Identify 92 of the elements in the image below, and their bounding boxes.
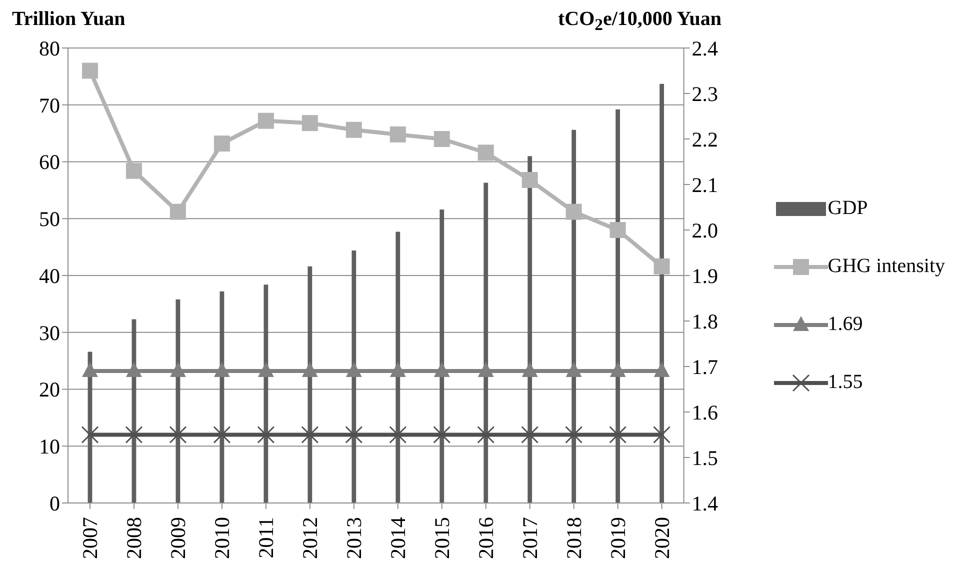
x-tick-label: 2016: [474, 517, 498, 559]
legend-label: GDP: [828, 197, 868, 220]
point: [654, 258, 670, 274]
point: [478, 144, 494, 161]
point: [170, 204, 186, 220]
x-tick-label: 2018: [562, 517, 586, 559]
x-tick-label: 2011: [254, 517, 278, 558]
y-tick-label: 10: [39, 434, 60, 459]
point: [213, 426, 231, 444]
point: [433, 426, 451, 444]
point: [653, 426, 671, 444]
point: [566, 204, 582, 220]
y-tick-label: 80: [39, 36, 60, 60]
y-tick-label: 0: [50, 491, 60, 516]
y-tick-label: 50: [39, 207, 60, 232]
point: [522, 172, 538, 188]
y-tick-label: 70: [39, 93, 60, 118]
y-tick-label: 40: [39, 264, 60, 288]
point: [434, 131, 450, 147]
point: [125, 426, 143, 444]
x-tick-label: 2015: [430, 517, 454, 559]
x-tick-label: 2019: [606, 517, 630, 559]
point: [390, 126, 406, 142]
point: [302, 115, 318, 132]
point: [610, 362, 626, 378]
point: [257, 426, 275, 444]
x-tick-label: 2008: [122, 517, 146, 559]
bar: [264, 284, 268, 503]
x-tick-label: 2013: [342, 517, 366, 559]
bar: [396, 232, 400, 503]
bar: [308, 266, 312, 503]
y2-tick-label: 2.2: [692, 127, 718, 152]
y2-tick-label: 1.4: [692, 491, 719, 516]
bar: [352, 250, 356, 503]
point: [477, 426, 495, 444]
point: [565, 426, 583, 444]
point: [346, 122, 362, 138]
point: [609, 426, 627, 444]
point: [170, 362, 186, 378]
y-tick-label: 20: [39, 378, 60, 402]
point: [390, 362, 406, 378]
point: [82, 62, 98, 79]
x-tick-label: 2007: [78, 517, 102, 559]
y-tick-label: 30: [39, 320, 60, 345]
point: [434, 362, 450, 378]
y2-tick-label: 2.3: [692, 82, 718, 106]
point: [258, 112, 274, 129]
bar: [220, 291, 224, 503]
point: [126, 362, 142, 378]
y2-tick-label: 1.9: [692, 264, 718, 288]
point: [566, 362, 582, 378]
point: [478, 362, 494, 378]
x-tick-label: 2017: [518, 517, 542, 559]
bar: [440, 210, 444, 503]
y-axis-title: Trillion Yuan: [12, 8, 126, 31]
bar: [616, 109, 620, 503]
point: [82, 362, 98, 378]
y2-tick-label: 1.8: [692, 309, 718, 334]
point: [389, 426, 407, 444]
bar: [660, 84, 664, 503]
point: [169, 426, 187, 444]
point: [302, 362, 318, 378]
point: [81, 426, 99, 444]
x-tick-label: 2010: [210, 517, 234, 559]
point: [214, 362, 230, 378]
point: [214, 136, 230, 152]
point: [258, 362, 274, 378]
point: [345, 426, 363, 444]
point: [126, 162, 142, 179]
y-tick-label: 60: [39, 150, 60, 174]
y2-tick-label: 1.7: [692, 354, 718, 379]
y2-tick-label: 2.4: [692, 36, 719, 60]
y2-tick-label: 1.6: [692, 400, 718, 424]
legend-label: 1.55: [828, 371, 863, 394]
x-tick-label: 2014: [386, 516, 410, 559]
bar: [528, 156, 532, 503]
y2-tick-label: 2.0: [692, 218, 718, 242]
y2-tick-label: 1.5: [692, 446, 718, 470]
legend-label: GHG intensity: [828, 255, 945, 278]
x-tick-label: 2020: [650, 517, 674, 559]
point: [346, 362, 362, 378]
point: [610, 222, 626, 238]
x-tick-label: 2012: [298, 517, 322, 559]
x-tick-label: 2009: [166, 517, 190, 559]
y2-tick-label: 2.1: [692, 172, 718, 197]
legend-label: 1.69: [828, 313, 863, 336]
bar: [484, 182, 488, 503]
point: [522, 362, 538, 378]
point: [654, 362, 670, 378]
y2-axis-title: tCO$_{2}$e/10,000 Yuan: [558, 8, 722, 35]
point: [521, 426, 539, 444]
point: [301, 426, 319, 444]
